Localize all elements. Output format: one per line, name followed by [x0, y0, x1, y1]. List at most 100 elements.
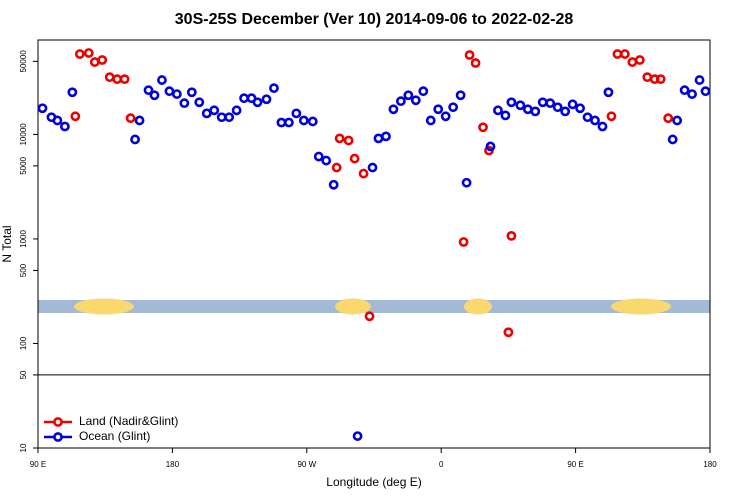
point: [545, 98, 556, 109]
point: [343, 135, 354, 146]
x-tick-label: 90 W: [297, 460, 316, 469]
legend-marker: [53, 417, 63, 427]
point: [663, 113, 674, 124]
x-tick-label: 90 E: [30, 460, 46, 469]
point: [667, 134, 678, 145]
point: [575, 103, 585, 114]
land-patch: [611, 298, 671, 315]
point: [694, 75, 705, 85]
point: [328, 179, 339, 190]
point: [606, 111, 617, 122]
point: [700, 86, 711, 97]
point: [597, 121, 608, 132]
point: [67, 87, 78, 98]
point: [530, 106, 541, 117]
map-strip: [38, 298, 710, 315]
point: [321, 155, 332, 166]
point: [125, 113, 136, 124]
point: [334, 133, 345, 144]
point: [104, 72, 115, 83]
point: [83, 48, 94, 58]
point: [70, 111, 81, 122]
point: [560, 106, 571, 117]
ocean-strip: [38, 300, 710, 313]
point: [642, 72, 653, 83]
point: [515, 100, 526, 111]
point: [433, 104, 444, 115]
point: [672, 115, 683, 126]
point: [395, 96, 406, 107]
land-patch: [74, 298, 134, 315]
point: [612, 49, 623, 59]
point: [552, 102, 563, 113]
legend-label: Land (Nadir&Glint): [79, 414, 178, 428]
point: [59, 121, 70, 132]
x-tick-label: 180: [166, 460, 180, 469]
point: [455, 90, 466, 101]
point: [276, 117, 287, 128]
point: [425, 115, 436, 126]
point: [252, 97, 263, 108]
point: [634, 55, 645, 65]
point: [216, 112, 227, 123]
point: [679, 85, 690, 96]
point: [603, 87, 614, 98]
point: [171, 89, 182, 99]
point: [458, 237, 469, 247]
point: [239, 93, 249, 104]
point: [567, 99, 578, 110]
point: [500, 110, 511, 121]
point: [164, 86, 175, 97]
point: [470, 58, 481, 68]
point: [655, 74, 666, 85]
point: [157, 75, 167, 85]
point: [313, 151, 324, 162]
point: [381, 131, 391, 142]
point: [149, 90, 160, 101]
point: [74, 49, 85, 59]
y-tick-label: 5000: [19, 156, 28, 174]
point: [97, 55, 108, 65]
point: [590, 115, 600, 126]
point: [261, 94, 272, 105]
point: [364, 311, 375, 322]
point: [283, 117, 294, 128]
point: [112, 74, 123, 85]
point: [52, 115, 63, 126]
y-axis-label: N Total: [0, 225, 14, 262]
point: [307, 116, 318, 127]
point: [130, 134, 140, 145]
x-tick-label: 180: [703, 460, 717, 469]
point: [687, 89, 697, 99]
point: [440, 111, 451, 122]
land-patch: [464, 298, 492, 315]
legend-marker: [53, 432, 63, 442]
point: [194, 97, 205, 108]
point: [478, 122, 488, 133]
point: [506, 230, 517, 241]
point: [485, 141, 496, 152]
point: [388, 104, 399, 115]
y-tick-label: 1000: [19, 229, 28, 247]
point: [619, 49, 630, 59]
point: [522, 104, 533, 115]
point: [209, 105, 220, 116]
y-tick-label: 50000: [19, 50, 28, 73]
point: [291, 108, 302, 119]
point: [582, 112, 593, 123]
point: [493, 105, 503, 116]
point: [331, 162, 342, 173]
plot-frame: [37, 39, 711, 449]
point: [627, 57, 638, 67]
point: [201, 108, 212, 119]
point: [179, 98, 190, 109]
y-tick-label: 10000: [19, 123, 28, 146]
point: [186, 87, 197, 98]
y-tick-label: 500: [19, 263, 28, 277]
point: [367, 162, 378, 173]
point: [464, 50, 475, 60]
point: [89, 57, 100, 67]
x-axis-label: Longitude (deg E): [326, 475, 421, 489]
y-tick-label: 50: [19, 370, 28, 379]
